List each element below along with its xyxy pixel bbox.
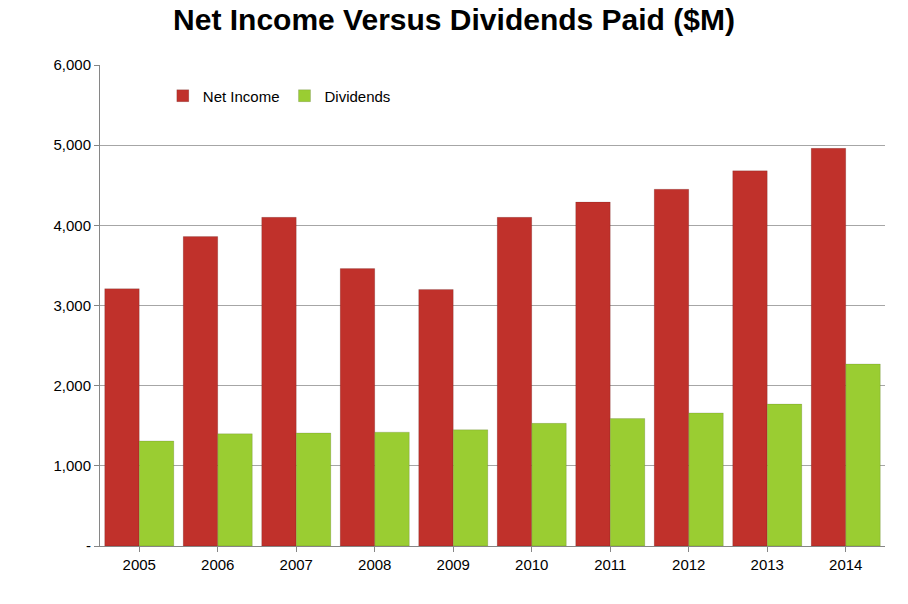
- svg-text:Net Income: Net Income: [203, 88, 280, 105]
- svg-text:2008: 2008: [358, 556, 391, 573]
- svg-text:2012: 2012: [672, 556, 705, 573]
- svg-text:2005: 2005: [123, 556, 156, 573]
- svg-text:2011: 2011: [594, 556, 626, 573]
- svg-text:2009: 2009: [437, 556, 470, 573]
- svg-text:2013: 2013: [751, 556, 784, 573]
- svg-text:2007: 2007: [280, 556, 313, 573]
- svg-text:2014: 2014: [829, 556, 862, 573]
- svg-text:2010: 2010: [515, 556, 548, 573]
- svg-text:6,000: 6,000: [53, 56, 91, 73]
- svg-text:Net Income Versus Dividends Pa: Net Income Versus Dividends Paid ($M): [173, 3, 735, 36]
- svg-text:-: -: [86, 537, 91, 554]
- svg-text:5,000: 5,000: [53, 136, 91, 153]
- svg-text:3,000: 3,000: [53, 297, 91, 314]
- svg-text:Dividends: Dividends: [325, 88, 391, 105]
- svg-text:1,000: 1,000: [53, 457, 91, 474]
- svg-text:2,000: 2,000: [53, 377, 91, 394]
- svg-text:4,000: 4,000: [53, 217, 91, 234]
- svg-text:2006: 2006: [201, 556, 234, 573]
